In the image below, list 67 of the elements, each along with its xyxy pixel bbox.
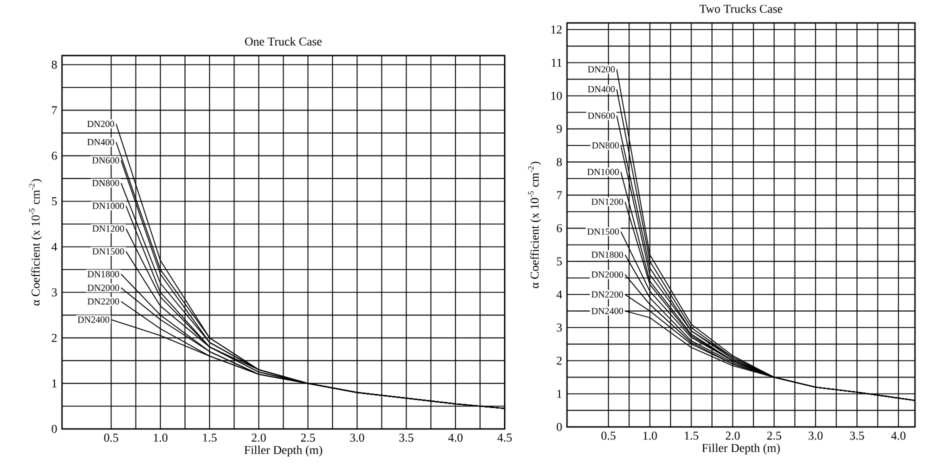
series-label: DN400 bbox=[588, 86, 615, 92]
y-tick-label: 12 bbox=[551, 26, 562, 34]
x-tick-label: 1.5 bbox=[684, 432, 698, 440]
y-tick-label: 6 bbox=[556, 224, 562, 232]
x-tick-label: 1.5 bbox=[203, 434, 217, 442]
y-tick-label: 2 bbox=[556, 356, 562, 365]
series-label: DN200 bbox=[588, 66, 615, 72]
y-axis-title: α Coefficient (x 10$^{-5}$ cm$^{-2}$) bbox=[528, 162, 542, 288]
x-tick-label: 2.5 bbox=[300, 434, 315, 442]
x-tick-label: 3.5 bbox=[399, 434, 414, 442]
y-tick-label: 5 bbox=[556, 257, 562, 266]
x-tick-label: 0.5 bbox=[104, 434, 118, 442]
x-tick-label: 3.5 bbox=[850, 432, 864, 440]
series-label: DN1500 bbox=[587, 228, 619, 235]
y-tick-label: 3 bbox=[556, 324, 562, 332]
y-tick-label: 0 bbox=[52, 424, 57, 434]
x-tick-label: 1.0 bbox=[154, 434, 168, 442]
x-tick-label: 4.0 bbox=[448, 434, 463, 442]
series-label: DN2000 bbox=[88, 284, 120, 291]
y-tick-label: 0 bbox=[556, 422, 562, 432]
y-tick-label: 10 bbox=[551, 92, 562, 100]
x-tick-label: 4.5 bbox=[497, 434, 512, 442]
x-tick-label: 3.0 bbox=[808, 432, 823, 440]
y-tick-label: 8 bbox=[52, 60, 57, 69]
series-label: DN1000 bbox=[587, 168, 619, 176]
series-label: DN1800 bbox=[592, 252, 624, 258]
y-tick-label: 1 bbox=[52, 379, 57, 388]
y-tick-label: 1 bbox=[557, 390, 562, 398]
x-tick-label: 2.0 bbox=[252, 434, 266, 442]
y-axis-title: α Coefficient (x 10$^{-5}$ cm$^{-2}$) bbox=[29, 179, 42, 306]
series-label: DN400 bbox=[87, 138, 114, 146]
series-label: DN2400 bbox=[78, 316, 110, 323]
x-tick-label: 0.5 bbox=[601, 432, 616, 440]
chart-title: Two Trucks Case bbox=[700, 4, 782, 13]
chart-title: One Truck Case bbox=[245, 37, 322, 46]
x-tick-label: 2.0 bbox=[726, 432, 740, 440]
x-tick-label: 3.0 bbox=[350, 434, 364, 442]
series-label: DN800 bbox=[592, 142, 619, 149]
y-tick-label: 7 bbox=[557, 191, 562, 200]
y-tick-label: 4 bbox=[52, 242, 58, 251]
series-label: DN1200 bbox=[92, 225, 124, 232]
y-tick-label: 9 bbox=[556, 124, 562, 133]
x-tick-label: 4.0 bbox=[891, 432, 906, 440]
series-label: DN1500 bbox=[92, 248, 124, 255]
series-label: DN2200 bbox=[592, 291, 624, 298]
series-label: DN600 bbox=[92, 157, 120, 164]
y-tick-label: 4 bbox=[556, 290, 562, 298]
y-tick-label: 6 bbox=[52, 152, 57, 160]
series-label: DN2400 bbox=[592, 308, 624, 314]
y-tick-label: 7 bbox=[52, 106, 57, 114]
series-label: DN800 bbox=[92, 180, 120, 186]
x-tick-label: 2.5 bbox=[767, 432, 782, 440]
x-axis-title: Filler Depth (m) bbox=[702, 444, 780, 455]
series-label: DN2200 bbox=[88, 298, 120, 305]
x-axis-title: Filler Depth (m) bbox=[244, 446, 322, 457]
series-label: DN1200 bbox=[592, 198, 624, 205]
series-label: DN1800 bbox=[88, 271, 120, 278]
x-tick-label: 1.0 bbox=[643, 432, 657, 440]
series-label: DN600 bbox=[588, 112, 615, 119]
y-tick-label: 8 bbox=[556, 158, 562, 166]
y-tick-label: 2 bbox=[52, 334, 57, 342]
y-tick-label: 3 bbox=[52, 288, 57, 296]
series-label: DN2000 bbox=[592, 271, 624, 278]
series-label: DN1000 bbox=[92, 202, 124, 210]
y-tick-label: 5 bbox=[52, 197, 57, 206]
y-tick-label: 11 bbox=[552, 58, 562, 67]
series-label: DN200 bbox=[87, 120, 114, 128]
